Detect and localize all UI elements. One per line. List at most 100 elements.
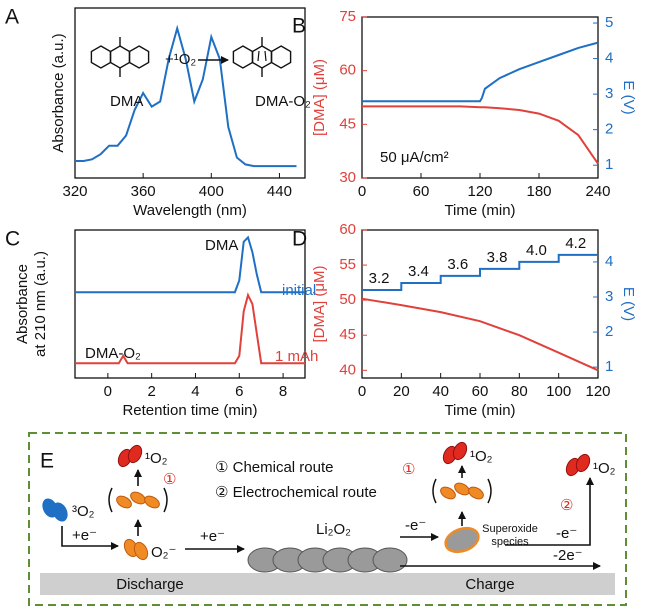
y-axis-label: [DMA] (μM) bbox=[311, 266, 328, 343]
molecule bbox=[575, 453, 591, 473]
series-line bbox=[75, 292, 305, 365]
x-tick-label: 8 bbox=[279, 383, 287, 400]
species-label: Li₂O₂ bbox=[316, 521, 351, 538]
reaction-label: +e⁻ bbox=[72, 527, 97, 544]
molecule bbox=[90, 45, 112, 69]
molecule bbox=[270, 45, 292, 69]
molecule bbox=[452, 441, 468, 461]
legend-entry: ① Chemical route bbox=[215, 459, 334, 476]
molecule bbox=[257, 50, 267, 62]
series-line bbox=[75, 235, 305, 294]
species-label: ¹O₂ bbox=[593, 460, 616, 477]
species-label: ¹O₂ bbox=[470, 448, 493, 465]
x-tick-label: 6 bbox=[235, 383, 243, 400]
charge-label: Charge bbox=[465, 576, 514, 593]
x-tick-label: 180 bbox=[526, 183, 551, 200]
x-tick-label: 60 bbox=[472, 383, 489, 400]
x-tick-label: 0 bbox=[358, 183, 366, 200]
x-tick-label: 360 bbox=[131, 183, 156, 200]
species-label: ³O₂ bbox=[72, 503, 95, 520]
y-tick-label: 45 bbox=[339, 115, 356, 132]
reaction-label: +e⁻ bbox=[200, 528, 225, 545]
arrow bbox=[505, 477, 594, 546]
species-label: O₂⁻ bbox=[151, 544, 176, 561]
reaction-label: -e⁻ bbox=[405, 517, 426, 534]
bracket bbox=[108, 487, 168, 513]
y2-axis-label: E (V) bbox=[620, 287, 637, 321]
series-line bbox=[362, 41, 599, 103]
superoxide-species bbox=[444, 526, 480, 554]
plot-frame bbox=[74, 7, 306, 179]
panel-frame bbox=[28, 432, 627, 606]
reaction-label: -2e⁻ bbox=[553, 547, 583, 564]
x-tick-label: 100 bbox=[546, 383, 571, 400]
y-tick-label: 60 bbox=[339, 221, 356, 238]
y-tick-label: 30 bbox=[339, 169, 356, 186]
molecule bbox=[127, 444, 143, 464]
x-tick-label: 440 bbox=[267, 183, 292, 200]
series-line bbox=[362, 253, 598, 291]
legend-entry: ② Electrochemical route bbox=[215, 484, 377, 501]
molecule bbox=[128, 45, 150, 69]
series-line bbox=[361, 297, 599, 372]
peroxide-particles bbox=[247, 547, 408, 573]
molecule bbox=[133, 541, 149, 561]
panel-label: D bbox=[292, 228, 307, 251]
x-axis-label: Time (min) bbox=[444, 202, 515, 219]
discharge-label: Discharge bbox=[116, 576, 184, 593]
route-mark: ① bbox=[402, 461, 415, 478]
x-tick-label: 120 bbox=[467, 183, 492, 200]
y-tick-label: 50 bbox=[339, 291, 356, 308]
molecule bbox=[116, 495, 132, 509]
diagram: E Discharge Charge ³O₂ +e⁻ O₂⁻ ¹O₂ ① ① C… bbox=[28, 432, 627, 606]
x-tick-label: 0 bbox=[358, 383, 366, 400]
molecule bbox=[440, 486, 456, 500]
molecule bbox=[144, 495, 160, 509]
y2-tick-label: 1 bbox=[605, 358, 613, 375]
x-axis-label: Retention time (min) bbox=[122, 402, 257, 419]
x-tick-label: 20 bbox=[393, 383, 410, 400]
x-tick-label: 0 bbox=[104, 383, 112, 400]
y-tick-label: 40 bbox=[339, 361, 356, 378]
x-axis-label: Wavelength (nm) bbox=[133, 202, 247, 219]
x-tick-label: 2 bbox=[147, 383, 155, 400]
molecule bbox=[52, 502, 68, 522]
y2-tick-label: 4 bbox=[605, 50, 613, 67]
y-axis-label: Absorbance bbox=[14, 264, 31, 344]
reaction-label: -e⁻ bbox=[556, 525, 577, 542]
annotation: 4.2 bbox=[565, 235, 586, 252]
y-axis-label: Absorbance (a.u.) bbox=[50, 33, 67, 152]
x-tick-label: 60 bbox=[413, 183, 430, 200]
series-label: initial bbox=[282, 282, 316, 299]
electrode-bar bbox=[40, 573, 615, 595]
y2-tick-label: 3 bbox=[605, 288, 613, 305]
series-line bbox=[75, 24, 297, 168]
x-tick-label: 120 bbox=[585, 383, 610, 400]
panel-label: E bbox=[40, 450, 54, 473]
y-tick-label: 75 bbox=[339, 8, 356, 25]
y2-axis-label: E (V) bbox=[620, 80, 637, 114]
annotation: DMA bbox=[110, 93, 143, 110]
molecule bbox=[109, 45, 131, 69]
bracket bbox=[432, 478, 492, 504]
plot-frame bbox=[74, 229, 306, 379]
annotation: 4.0 bbox=[526, 242, 547, 259]
annotation: DMA bbox=[205, 237, 238, 254]
x-tick-label: 240 bbox=[585, 183, 610, 200]
annotation: 50 μA/cm² bbox=[380, 149, 449, 166]
y2-tick-label: 5 bbox=[605, 14, 613, 31]
x-tick-label: 400 bbox=[199, 183, 224, 200]
y-tick-label: 60 bbox=[339, 62, 356, 79]
annotation: 3.8 bbox=[487, 249, 508, 266]
species-label: Superoxide bbox=[482, 523, 538, 535]
molecule bbox=[232, 45, 254, 69]
y2-tick-label: 2 bbox=[605, 323, 613, 340]
annotation: DMA-O₂ bbox=[85, 345, 141, 362]
species-label: ¹O₂ bbox=[145, 450, 168, 467]
annotation: +¹O₂ bbox=[165, 51, 196, 68]
panel-label: B bbox=[292, 15, 306, 38]
y2-tick-label: 2 bbox=[605, 121, 613, 138]
route-mark: ① bbox=[163, 471, 176, 488]
series-label: 1 mAh bbox=[275, 348, 318, 365]
